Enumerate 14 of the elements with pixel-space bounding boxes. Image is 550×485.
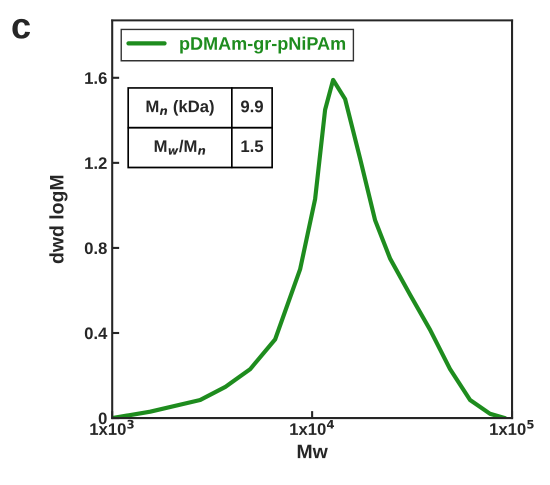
annotation: M$_{w}$/M$_{n}$ xyxy=(154,140,206,155)
y-tick-label: 1.2 xyxy=(85,157,107,169)
chart-title: c xyxy=(12,18,30,39)
x-tick-label: 1x10$^{5}$ xyxy=(490,420,534,436)
y-tick-label: 0.4 xyxy=(84,327,108,340)
x-axis-title: Mw xyxy=(298,444,328,458)
y-tick-label: 0.8 xyxy=(84,242,107,254)
x-tick-label: 1x10$^{4}$ xyxy=(290,420,334,436)
legend-label: pDMAm-gr-pNiPAm xyxy=(180,36,346,54)
y-tick-label: 1.6 xyxy=(85,72,107,84)
annotation: 9.9 xyxy=(240,100,263,112)
annotation: 1.5 xyxy=(241,140,264,152)
y-axis-title: dwd logM xyxy=(49,176,68,264)
annotation: M$_{n}$ (kDa) xyxy=(146,100,214,116)
